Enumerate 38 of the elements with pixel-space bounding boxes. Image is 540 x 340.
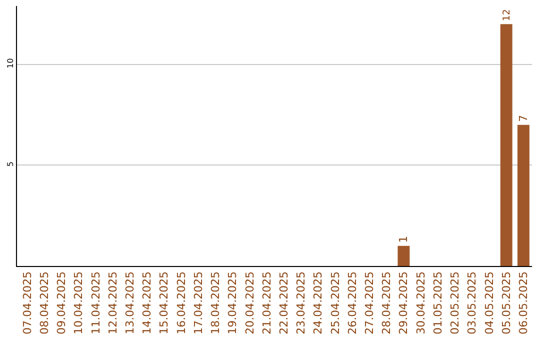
x-tick-label: 30.04.2025 <box>414 271 428 334</box>
x-tick-label: 22.04.2025 <box>277 271 290 334</box>
x-tick-label: 16.04.2025 <box>174 271 188 334</box>
data-label: 12 <box>501 9 512 22</box>
x-tick-label: 13.04.2025 <box>123 271 136 334</box>
x-tick-label: 03.05.2025 <box>466 271 479 334</box>
y-tick-label: 10 <box>6 58 15 68</box>
x-tick-label: 26.04.2025 <box>346 271 359 334</box>
x-tick-label: 20.04.2025 <box>243 271 256 334</box>
data-label: 7 <box>516 114 530 122</box>
x-tick-label: 10.04.2025 <box>72 271 86 334</box>
x-tick-label: 01.05.2025 <box>431 271 444 334</box>
x-tick-label: 04.05.2025 <box>482 271 496 334</box>
x-tick-label: 29.04.2025 <box>397 271 410 334</box>
x-tick-label: 18.04.2025 <box>209 271 222 334</box>
x-tick-label: 08.04.2025 <box>38 271 51 334</box>
x-tick-label: 09.04.2025 <box>55 271 68 334</box>
x-tick-label: 06.05.2025 <box>517 271 530 334</box>
bar <box>398 246 410 266</box>
x-tick-label: 25.04.2025 <box>328 271 342 334</box>
x-tick-label: 21.04.2025 <box>260 271 274 334</box>
bar <box>500 24 512 266</box>
bar <box>517 124 530 266</box>
data-label: 1 <box>397 236 410 243</box>
x-tick-label: 19.04.2025 <box>226 271 240 334</box>
x-tick-label: 28.04.2025 <box>380 271 394 334</box>
x-tick-label: 27.04.2025 <box>363 271 376 334</box>
x-tick-label: 23.04.2025 <box>294 271 308 334</box>
x-tick-label: 15.04.2025 <box>158 271 171 334</box>
y-tick-label: 5 <box>6 161 15 167</box>
x-tick-label: 14.04.2025 <box>140 271 154 334</box>
x-tick-label: 07.04.2025 <box>20 271 34 334</box>
x-tick-label: 02.05.2025 <box>448 271 462 334</box>
x-tick-label: 17.04.2025 <box>192 271 205 334</box>
x-tick-label: 05.05.2025 <box>500 271 513 334</box>
x-tick-label: 24.04.2025 <box>312 271 325 334</box>
x-tick-label: 12.04.2025 <box>106 271 120 334</box>
x-tick-label: 11.04.2025 <box>89 271 102 334</box>
